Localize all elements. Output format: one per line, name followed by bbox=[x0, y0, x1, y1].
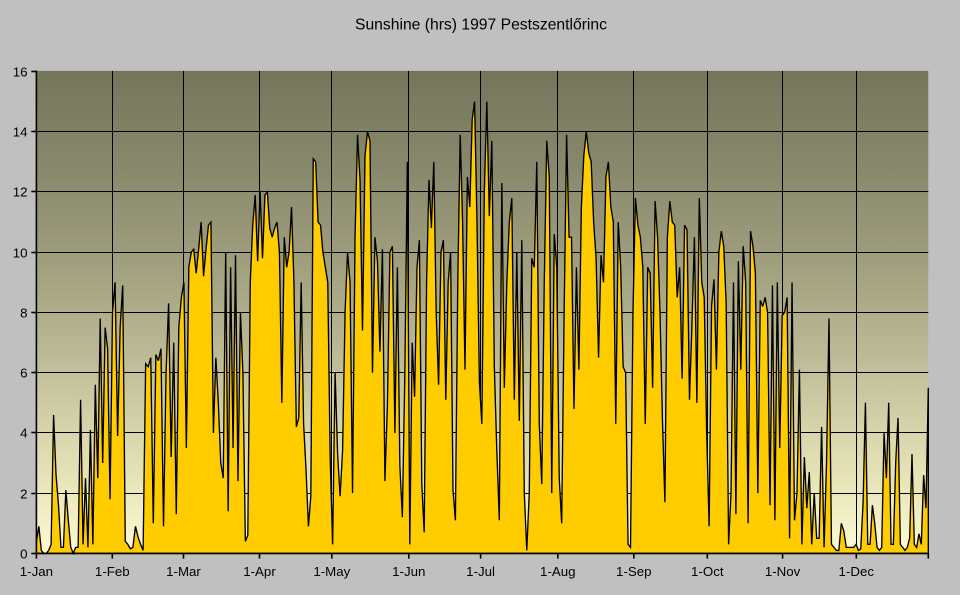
svg-text:1-Aug: 1-Aug bbox=[540, 564, 575, 579]
svg-text:1-Apr: 1-Apr bbox=[243, 564, 276, 579]
svg-text:1-Feb: 1-Feb bbox=[95, 564, 130, 579]
svg-text:Sunshine (hrs) 1997 Pestszentl: Sunshine (hrs) 1997 Pestszentlőrinc bbox=[355, 16, 607, 33]
svg-text:14: 14 bbox=[13, 125, 28, 140]
svg-text:16: 16 bbox=[13, 65, 28, 80]
svg-text:1-Dec: 1-Dec bbox=[839, 564, 875, 579]
svg-text:1-May: 1-May bbox=[313, 564, 350, 579]
svg-text:10: 10 bbox=[13, 246, 28, 261]
svg-text:1-Nov: 1-Nov bbox=[765, 564, 801, 579]
svg-text:4: 4 bbox=[20, 426, 27, 441]
svg-text:0: 0 bbox=[20, 547, 27, 562]
svg-text:12: 12 bbox=[13, 185, 28, 200]
svg-text:1-Oct: 1-Oct bbox=[691, 564, 724, 579]
svg-text:6: 6 bbox=[20, 366, 27, 381]
svg-text:8: 8 bbox=[20, 306, 27, 321]
svg-text:1-Jul: 1-Jul bbox=[466, 564, 495, 579]
svg-text:1-Jun: 1-Jun bbox=[392, 564, 425, 579]
svg-text:1-Sep: 1-Sep bbox=[616, 564, 651, 579]
svg-text:2: 2 bbox=[20, 487, 27, 502]
svg-text:1-Mar: 1-Mar bbox=[166, 564, 201, 579]
svg-text:1-Jan: 1-Jan bbox=[20, 564, 53, 579]
